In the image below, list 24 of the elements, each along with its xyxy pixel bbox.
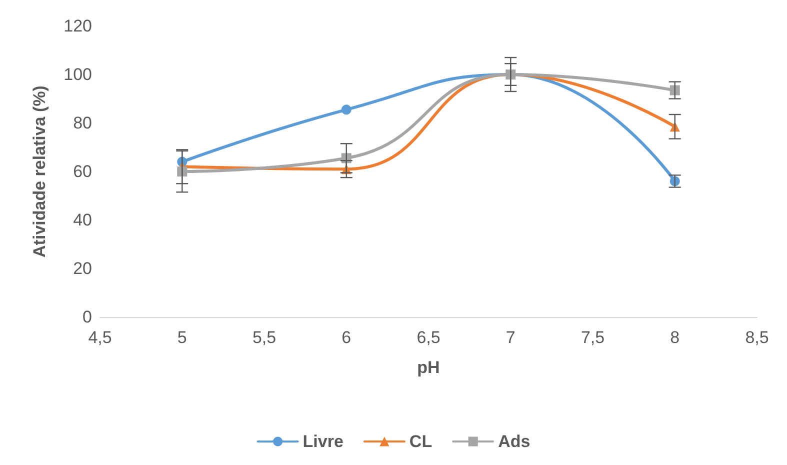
legend-label: Ads xyxy=(498,432,530,451)
y-tick-label: 80 xyxy=(73,114,92,132)
y-tick-label: 40 xyxy=(73,210,92,230)
y-axis-title: Atividade relativa (%) xyxy=(30,86,49,258)
x-tick-label: 8,5 xyxy=(745,328,769,347)
x-tick-label: 7 xyxy=(506,328,516,347)
x-tick-label: 5,5 xyxy=(252,328,276,347)
point xyxy=(341,104,352,115)
x-tick-label: 4,5 xyxy=(88,328,112,347)
legend-label: CL xyxy=(409,432,432,451)
y-tick-label: 60 xyxy=(73,162,92,181)
y-tick-label: 20 xyxy=(73,259,92,278)
x-tick-label: 6 xyxy=(342,328,352,347)
x-tick-label: 7,5 xyxy=(580,328,605,347)
x-tick-label: 5 xyxy=(177,328,187,347)
y-tick-label: 100 xyxy=(64,65,92,84)
x-tick-label: 8 xyxy=(670,328,680,347)
point xyxy=(177,166,188,176)
x-tick-label: 6,5 xyxy=(416,328,440,347)
y-tick-label: 0 xyxy=(82,308,92,326)
point xyxy=(670,85,680,96)
y-tick-label: 120 xyxy=(64,16,92,36)
x-axis-title: pH xyxy=(417,358,440,377)
legend-label: Livre xyxy=(302,432,344,451)
